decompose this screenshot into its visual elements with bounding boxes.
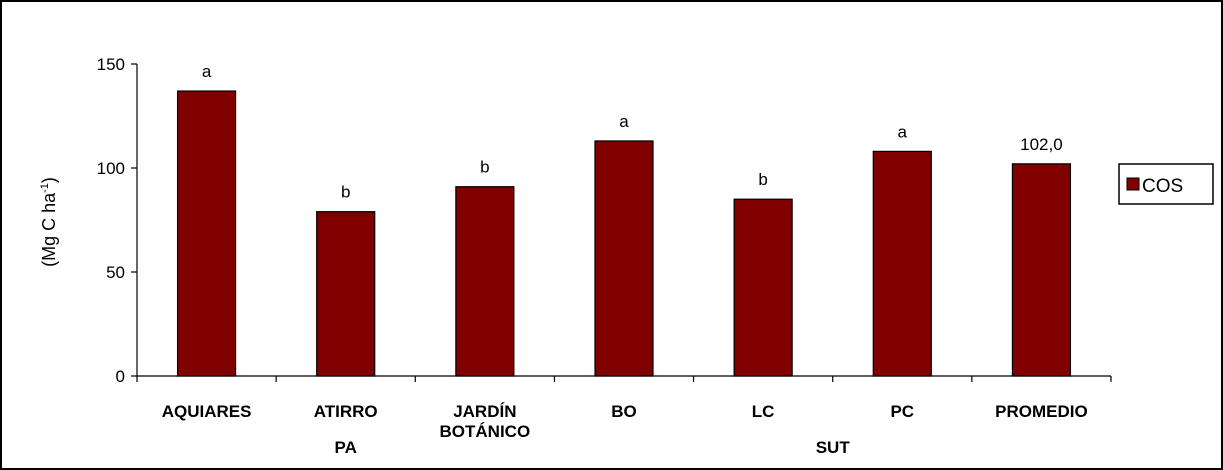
bar <box>316 211 376 377</box>
bar <box>455 186 515 377</box>
x-tick-label: BO <box>611 402 637 421</box>
x-tick-label: AQUIARES <box>162 402 252 421</box>
bar-annotation: a <box>202 62 212 81</box>
bar <box>1011 163 1072 377</box>
x-tick-label: JARDÍN BOTÁNICO <box>440 402 531 441</box>
bar <box>176 90 237 377</box>
x-tick-label: PC <box>890 402 914 421</box>
y-tick-label: 150 <box>97 55 125 74</box>
legend-swatch <box>1126 177 1140 191</box>
x-tick-label: LC <box>752 402 775 421</box>
bar <box>872 150 932 377</box>
x-tick-label: PROMEDIO <box>995 402 1088 421</box>
y-tick-label: 0 <box>116 367 125 386</box>
bar-annotation: b <box>341 183 350 202</box>
bar-annotation: a <box>898 122 908 141</box>
bars <box>176 90 1072 377</box>
group-label: SUT <box>816 438 851 457</box>
legend: COS <box>1118 163 1214 205</box>
bar <box>733 198 793 377</box>
bar-annotation: b <box>480 158 489 177</box>
y-axis: 0 50 100 150 <box>97 55 138 386</box>
y-axis-title: (Mg C ha-1) <box>39 177 59 267</box>
bar-annotation: b <box>758 170 767 189</box>
bar-annotations: a b b a b a 102,0 <box>202 62 1063 202</box>
x-tick-label: ATIRRO <box>314 402 378 421</box>
y-tick-label: 100 <box>97 159 125 178</box>
x-tick-labels: AQUIARES ATIRRO JARDÍN BOTÁNICO BO LC PC PROMED… <box>162 402 1088 441</box>
legend-label: COS <box>1142 176 1183 197</box>
bar-annotation: a <box>619 112 629 131</box>
bar-annotation: 102,0 <box>1020 135 1063 154</box>
y-tick-label: 50 <box>106 263 125 282</box>
bar <box>594 140 654 377</box>
group-labels: PA SUT <box>335 438 851 457</box>
group-label: PA <box>335 438 357 457</box>
